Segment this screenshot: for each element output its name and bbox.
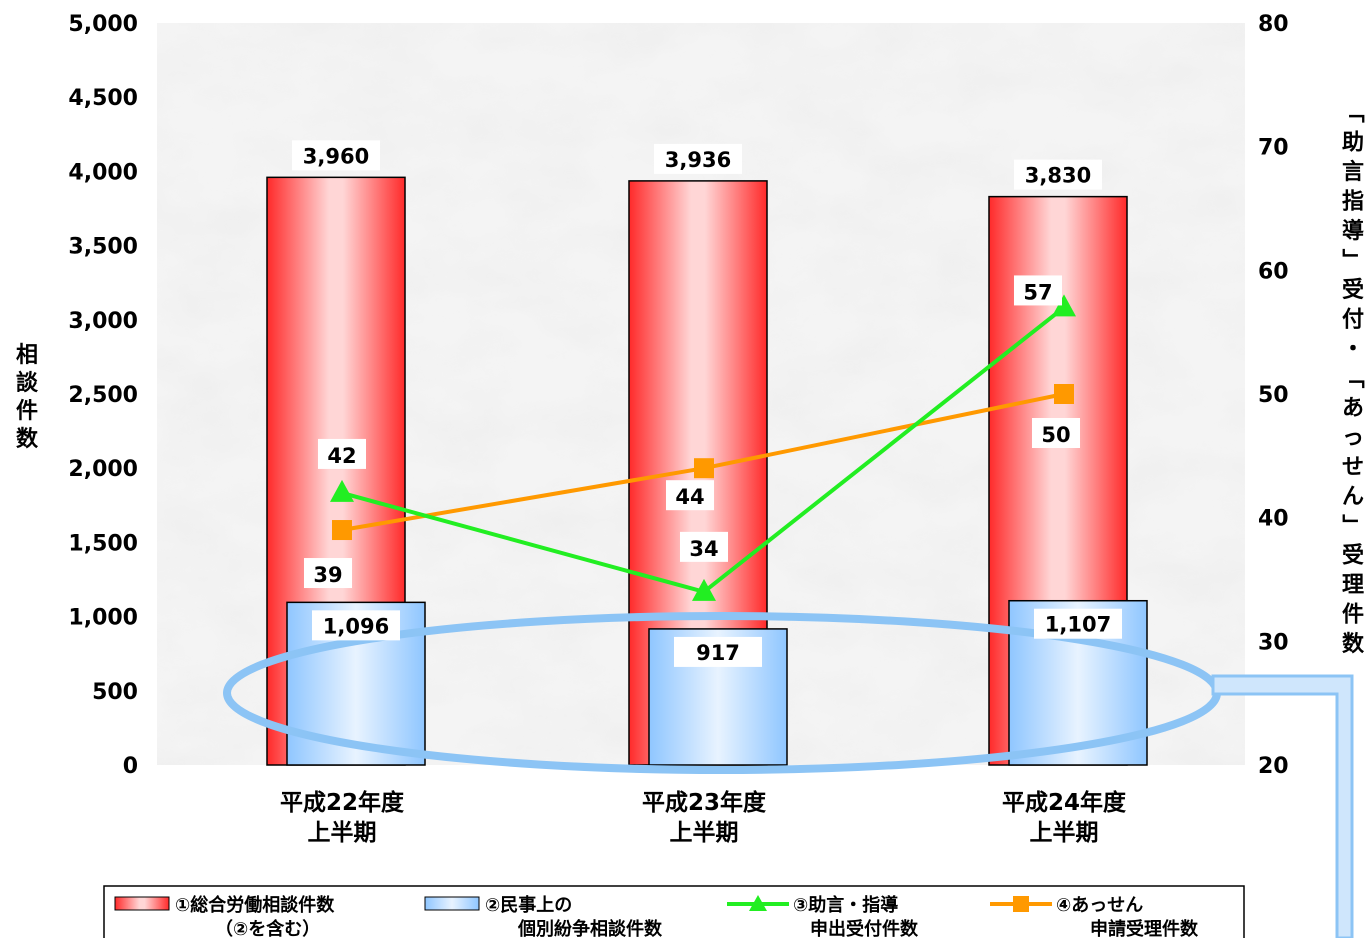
right-tick-label: 30: [1258, 630, 1289, 655]
data-labels: 3,960 1,096 3,936 917 3,830 1,107 42 34 57 39 44 50: [292, 140, 1122, 667]
left-axis-title: 談: [16, 370, 39, 396]
right-axis-title: 」: [1339, 514, 1364, 536]
bar-total-label: 3,960: [303, 144, 369, 168]
label-box: [318, 438, 366, 469]
label-box: [1034, 608, 1122, 639]
category-label: 平成23年度: [642, 789, 767, 816]
left-tick-label: 2,500: [68, 383, 138, 408]
right-tick-label: 80: [1258, 12, 1289, 37]
right-axis-title: 数: [1342, 631, 1365, 657]
left-axis: 0 500 1,000 1,500 2,000 2,500 3,000 3,500 4,000 4…: [68, 12, 138, 779]
right-axis: 20 30 40 50 60 70 80: [1258, 12, 1289, 779]
right-axis-title: あ: [1342, 396, 1364, 421]
category-label: 上半期: [308, 820, 377, 846]
left-tick-label: 3,000: [68, 309, 138, 334]
legend-label: ①総合労働相談件数: [175, 894, 335, 916]
lines: [330, 294, 1076, 601]
bar-civil-label: 917: [696, 641, 740, 665]
label-box: [654, 143, 742, 174]
right-axis-title: 件: [1342, 603, 1364, 628]
right-tick-label: 60: [1258, 259, 1289, 284]
left-tick-label: 3,500: [68, 235, 138, 260]
right-axis-title: 助: [1342, 131, 1364, 156]
left-tick-label: 2,000: [68, 457, 138, 482]
label-box: [312, 610, 400, 641]
label-box: [1014, 275, 1062, 306]
label-box: [666, 480, 714, 511]
legend-box: [103, 885, 1245, 938]
bar-civil-label: 1,107: [1045, 613, 1111, 637]
label-box: [304, 558, 352, 589]
marker-mediation: [332, 520, 352, 541]
right-axis-title: 「: [1339, 101, 1364, 123]
label-box: [1032, 418, 1080, 448]
category-label: 平成22年度: [280, 789, 405, 816]
highlight-ellipse: [223, 612, 1354, 938]
line-advice-label: 42: [327, 444, 356, 468]
legend-marker: [1013, 896, 1029, 912]
right-axis-title: 「: [1339, 366, 1364, 388]
legend-sublabel: 申出受付件数: [810, 918, 919, 938]
right-axis-title: 」: [1339, 248, 1364, 270]
bar-civil-label: 1,096: [323, 614, 389, 638]
line-advice-label: 34: [689, 537, 718, 561]
marker-advice: [330, 479, 354, 502]
right-axis-title: 指: [1342, 190, 1364, 215]
category-label: 上半期: [670, 820, 739, 846]
right-tick-label: 50: [1258, 383, 1289, 408]
left-axis-title: 相: [16, 343, 38, 368]
legend-swatch: [424, 896, 480, 911]
legend-label: ③助言・指導: [793, 894, 898, 916]
label-box: [1014, 159, 1102, 190]
left-tick-label: 500: [92, 680, 138, 705]
legend-label: ②民事上の: [485, 894, 572, 916]
bar-total-label: 3,936: [665, 148, 731, 172]
category-label: 平成24年度: [1002, 789, 1127, 816]
marker-advice: [692, 578, 716, 601]
right-tick-label: 20: [1258, 754, 1289, 779]
bar-total-label: 3,830: [1025, 164, 1091, 188]
right-axis-title: 受: [1342, 543, 1364, 569]
left-tick-label: 4,500: [68, 86, 138, 111]
label-box: [292, 140, 380, 171]
left-tick-label: 1,000: [68, 606, 138, 631]
left-axis-title: 件: [16, 399, 38, 424]
line-mediation-label: 50: [1041, 423, 1070, 447]
right-axis-title: 言: [1342, 159, 1364, 185]
line-advice-label: 57: [1023, 280, 1052, 304]
left-axis-title: 数: [16, 426, 39, 452]
legend-sublabel: （②を含む）: [215, 918, 320, 938]
right-axis-title: ん: [1342, 485, 1364, 510]
left-tick-label: 5,000: [68, 12, 138, 37]
right-tick-label: 70: [1258, 136, 1289, 161]
right-tick-label: 40: [1258, 507, 1289, 532]
legend-marker: [749, 895, 767, 911]
legend-swatch: [114, 896, 170, 911]
right-axis-title: せ: [1342, 455, 1364, 480]
right-axis-title: 導: [1342, 218, 1364, 244]
left-tick-label: 4,000: [68, 160, 138, 185]
right-axis-title: ・: [1342, 337, 1364, 362]
legend-sublabel: 申請受理件数: [1090, 918, 1199, 938]
line-mediation-label: 44: [675, 485, 704, 509]
legend-label: ④あっせん: [1056, 895, 1143, 916]
left-tick-label: 1,500: [68, 531, 138, 556]
marker-mediation: [694, 458, 714, 479]
right-axis-title: 付: [1342, 308, 1364, 333]
left-tick-label: 0: [123, 754, 138, 779]
right-axis-title: 理: [1342, 573, 1364, 598]
legend-sublabel: 個別紛争相談件数: [517, 918, 663, 938]
line-mediation-label: 39: [313, 563, 342, 587]
label-box: [680, 531, 728, 562]
category-label: 上半期: [1030, 820, 1099, 846]
right-axis-title: っ: [1342, 426, 1364, 451]
right-axis-title: 受: [1342, 277, 1364, 303]
marker-advice: [1052, 294, 1076, 317]
marker-mediation: [1054, 384, 1074, 404]
label-box: [674, 636, 762, 667]
